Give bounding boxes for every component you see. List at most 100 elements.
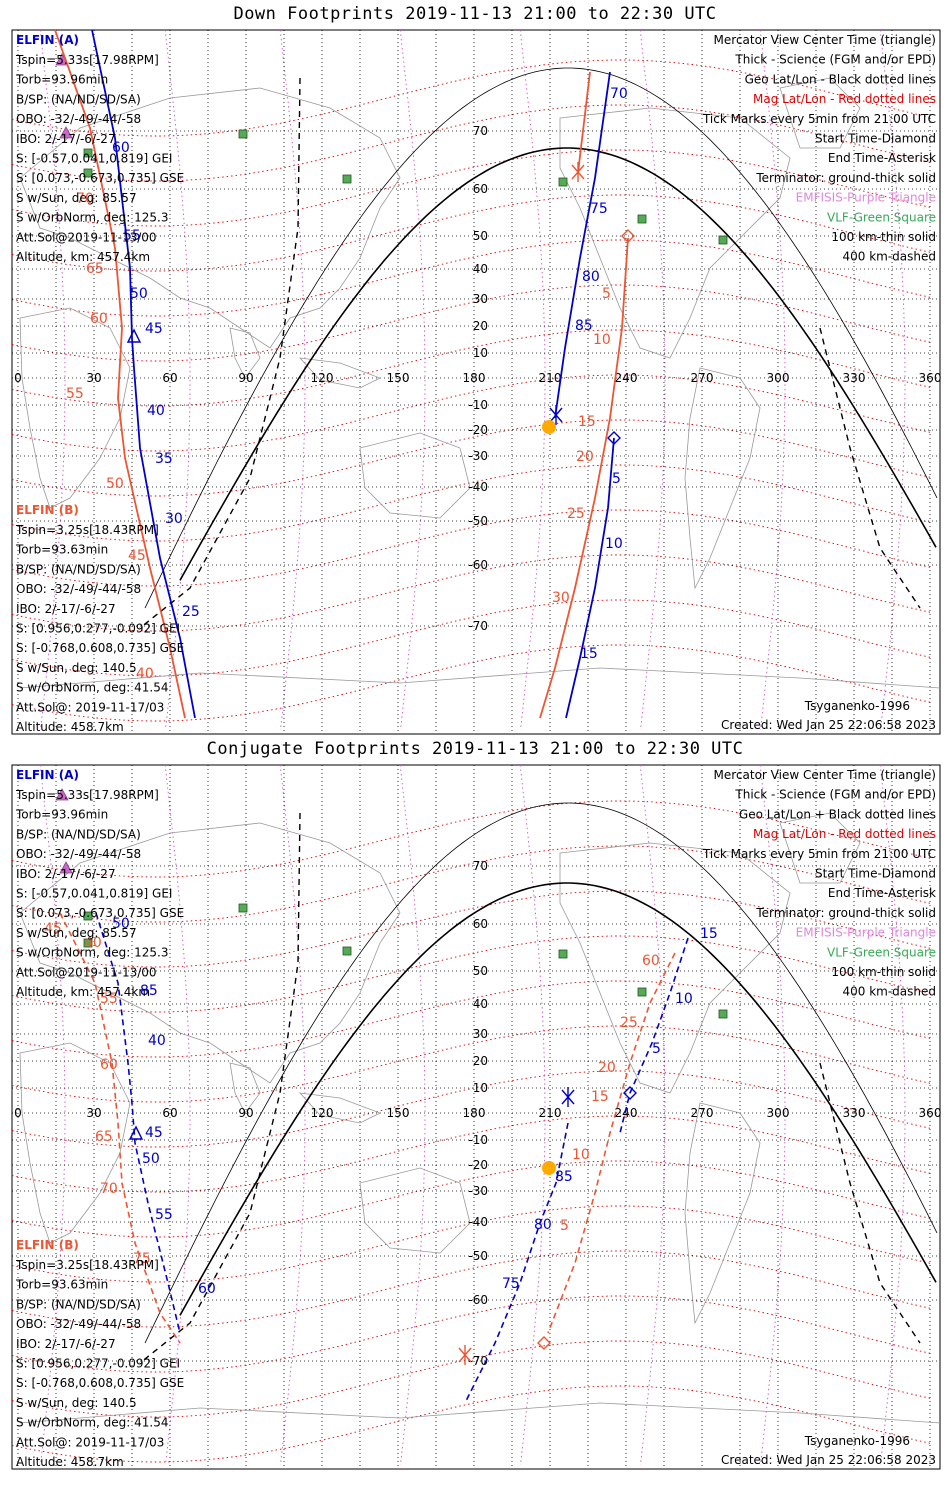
lat-label: -20 (468, 1158, 488, 1172)
sc-a-track-west (95, 912, 181, 1334)
lat-label: -10 (468, 1133, 488, 1147)
vlf-green-square (558, 177, 568, 187)
legend-entry: Mag Lat/Lon - Red dotted lines (753, 827, 936, 841)
center-time-triangle (128, 1125, 144, 1140)
lon-tick-label: 60 (162, 371, 177, 385)
track-time-label-a: 75 (590, 201, 608, 217)
coastline (19, 87, 401, 349)
legend-entry: Mag Lat/Lon - Red dotted lines (753, 92, 936, 106)
vlf-green-square (83, 911, 93, 921)
sc-b-info-line: Tspin=3.25s[18.43RPM] (15, 1258, 159, 1272)
terminator-400km-left (139, 77, 301, 629)
lon-tick-label: 180 (463, 1106, 486, 1120)
legend-entry: Start Time-Diamond (815, 867, 936, 881)
track-time-label-b: 60 (642, 953, 660, 969)
sc-a-info-line: Altitude, km: 457.4km (16, 250, 150, 264)
track-time-label-b: 55 (66, 386, 84, 402)
vlf-green-square (238, 903, 248, 913)
sc-a-info-line: Tspin=5.33s[17.98RPM] (15, 788, 159, 802)
created-label: Created: Wed Jan 25 22:06:58 2023 (721, 1453, 936, 1467)
sc-a-info-line: OBO: -32/-49/-44/-58 (16, 847, 141, 861)
lon-tick-label: 360 (919, 371, 942, 385)
track-time-label-a: 80 (582, 269, 600, 285)
track-time-label-a: 10 (675, 991, 693, 1007)
lon-tick-label: 90 (238, 371, 253, 385)
coastline (779, 77, 861, 149)
lat-label: -50 (468, 514, 488, 528)
sc-a-info-line: IBO: 2/-17/-6/-27 (16, 867, 116, 881)
lon-tick-label: 240 (615, 1106, 638, 1120)
start-diamond-b (537, 1336, 551, 1350)
track-time-label-b: 70 (100, 1181, 118, 1197)
legend-entry: Geo Lat/Lon + Black dotted lines (739, 807, 936, 821)
track-time-label-b: 20 (598, 1060, 616, 1076)
legend-entry: Start Time-Diamond (815, 132, 936, 146)
track-time-label-a: 35 (155, 451, 173, 467)
sc-a-info-line: S w/OrbNorm, deg: 125.3 (16, 946, 168, 960)
sc-b-info-line: B/SP: (NA/ND/SD/SA) (16, 1297, 141, 1311)
legend-entry: Terminator: ground-thick solid (755, 906, 936, 920)
coastline (298, 1092, 381, 1124)
lat-label: 70 (473, 124, 488, 138)
mag-lon-line (164, 29, 191, 731)
track-time-label-a: 70 (610, 86, 628, 102)
track-time-label-a: 55 (123, 228, 141, 244)
sc-a-track-east (554, 71, 611, 419)
mag-lon-line (759, 764, 786, 1466)
lon-tick-label: 300 (767, 1106, 790, 1120)
coastline (298, 357, 381, 389)
sc-a-info-line: Att.Sol@2019-11-13/00 (16, 230, 157, 244)
sc-b-info-line: S w/Sun, deg: 140.5 (16, 661, 137, 675)
legend-entry: Thick - Science (FGM and/or EPD) (734, 788, 936, 802)
legend-entry: Thick - Science (FGM and/or EPD) (734, 53, 936, 67)
legend-entry: Mercator View Center Time (triangle) (714, 768, 936, 782)
mag-lon-line (39, 29, 66, 731)
sc-a-info-line: OBO: -32/-49/-44/-58 (16, 112, 141, 126)
track-time-label-a: 10 (605, 536, 623, 552)
lon-tick-label: 180 (463, 371, 486, 385)
lon-tick-label: 150 (387, 1106, 410, 1120)
coastline (684, 1102, 761, 1325)
lat-label: 50 (473, 229, 488, 243)
sc-b-info-line: Altitude: 458.7km (16, 1455, 124, 1469)
track-time-label-b: 45 (128, 548, 146, 564)
sc-a-info-line: S w/Sun, deg: 85.57 (16, 926, 137, 940)
sc-b-info-line: S: [-0.768,0.608,0.735] GSE (16, 1376, 184, 1390)
track-time-label-a: 5 (612, 471, 621, 487)
lat-label: -70 (468, 619, 488, 633)
track-time-label-b: 60 (90, 311, 108, 327)
lat-label: 40 (473, 262, 488, 276)
track-time-label-b: 10 (593, 332, 611, 348)
legend-entry: 400 km-dashed (842, 985, 936, 999)
lon-tick-label: 120 (311, 1106, 334, 1120)
sc-a-name: ELFIN (A) (16, 33, 79, 47)
plot-frame (11, 29, 941, 735)
sc-a-info-line: S: [-0.57,0.041,0.819] GEI (16, 887, 172, 901)
coastline (684, 367, 761, 590)
lat-label: 20 (473, 1054, 488, 1068)
end-asterisk-a (561, 1087, 575, 1107)
terminator-ground (179, 147, 937, 581)
coastline (19, 667, 941, 689)
sc-b-track-east (539, 237, 629, 719)
track-time-label-a: 85 (555, 1169, 573, 1185)
sc-b-info-line: B/SP: (NA/ND/SD/SA) (16, 562, 141, 576)
track-time-label-a: 15 (700, 926, 718, 942)
coastline (359, 432, 471, 519)
mag-lon-line (164, 764, 191, 1466)
sc-b-track-west (59, 912, 181, 1344)
sc-a-info-line: B/SP: (NA/ND/SD/SA) (16, 827, 141, 841)
mag-lon-line (519, 764, 546, 1466)
lon-tick-label: 240 (615, 371, 638, 385)
track-time-label-a: 80 (534, 1217, 552, 1233)
lat-label: -60 (468, 1293, 488, 1307)
track-time-label-b: 40 (136, 666, 154, 682)
lat-label: -30 (468, 1184, 488, 1198)
terminator-400km-right (819, 327, 921, 609)
lon-tick-label: 360 (919, 1106, 942, 1120)
sc-b-name: ELFIN (B) (16, 1238, 79, 1252)
end-asterisk-b (458, 1345, 472, 1365)
lon-tick-label: 210 (539, 371, 562, 385)
mag-grid (11, 29, 933, 731)
emfisis-purple-triangle (55, 788, 69, 801)
